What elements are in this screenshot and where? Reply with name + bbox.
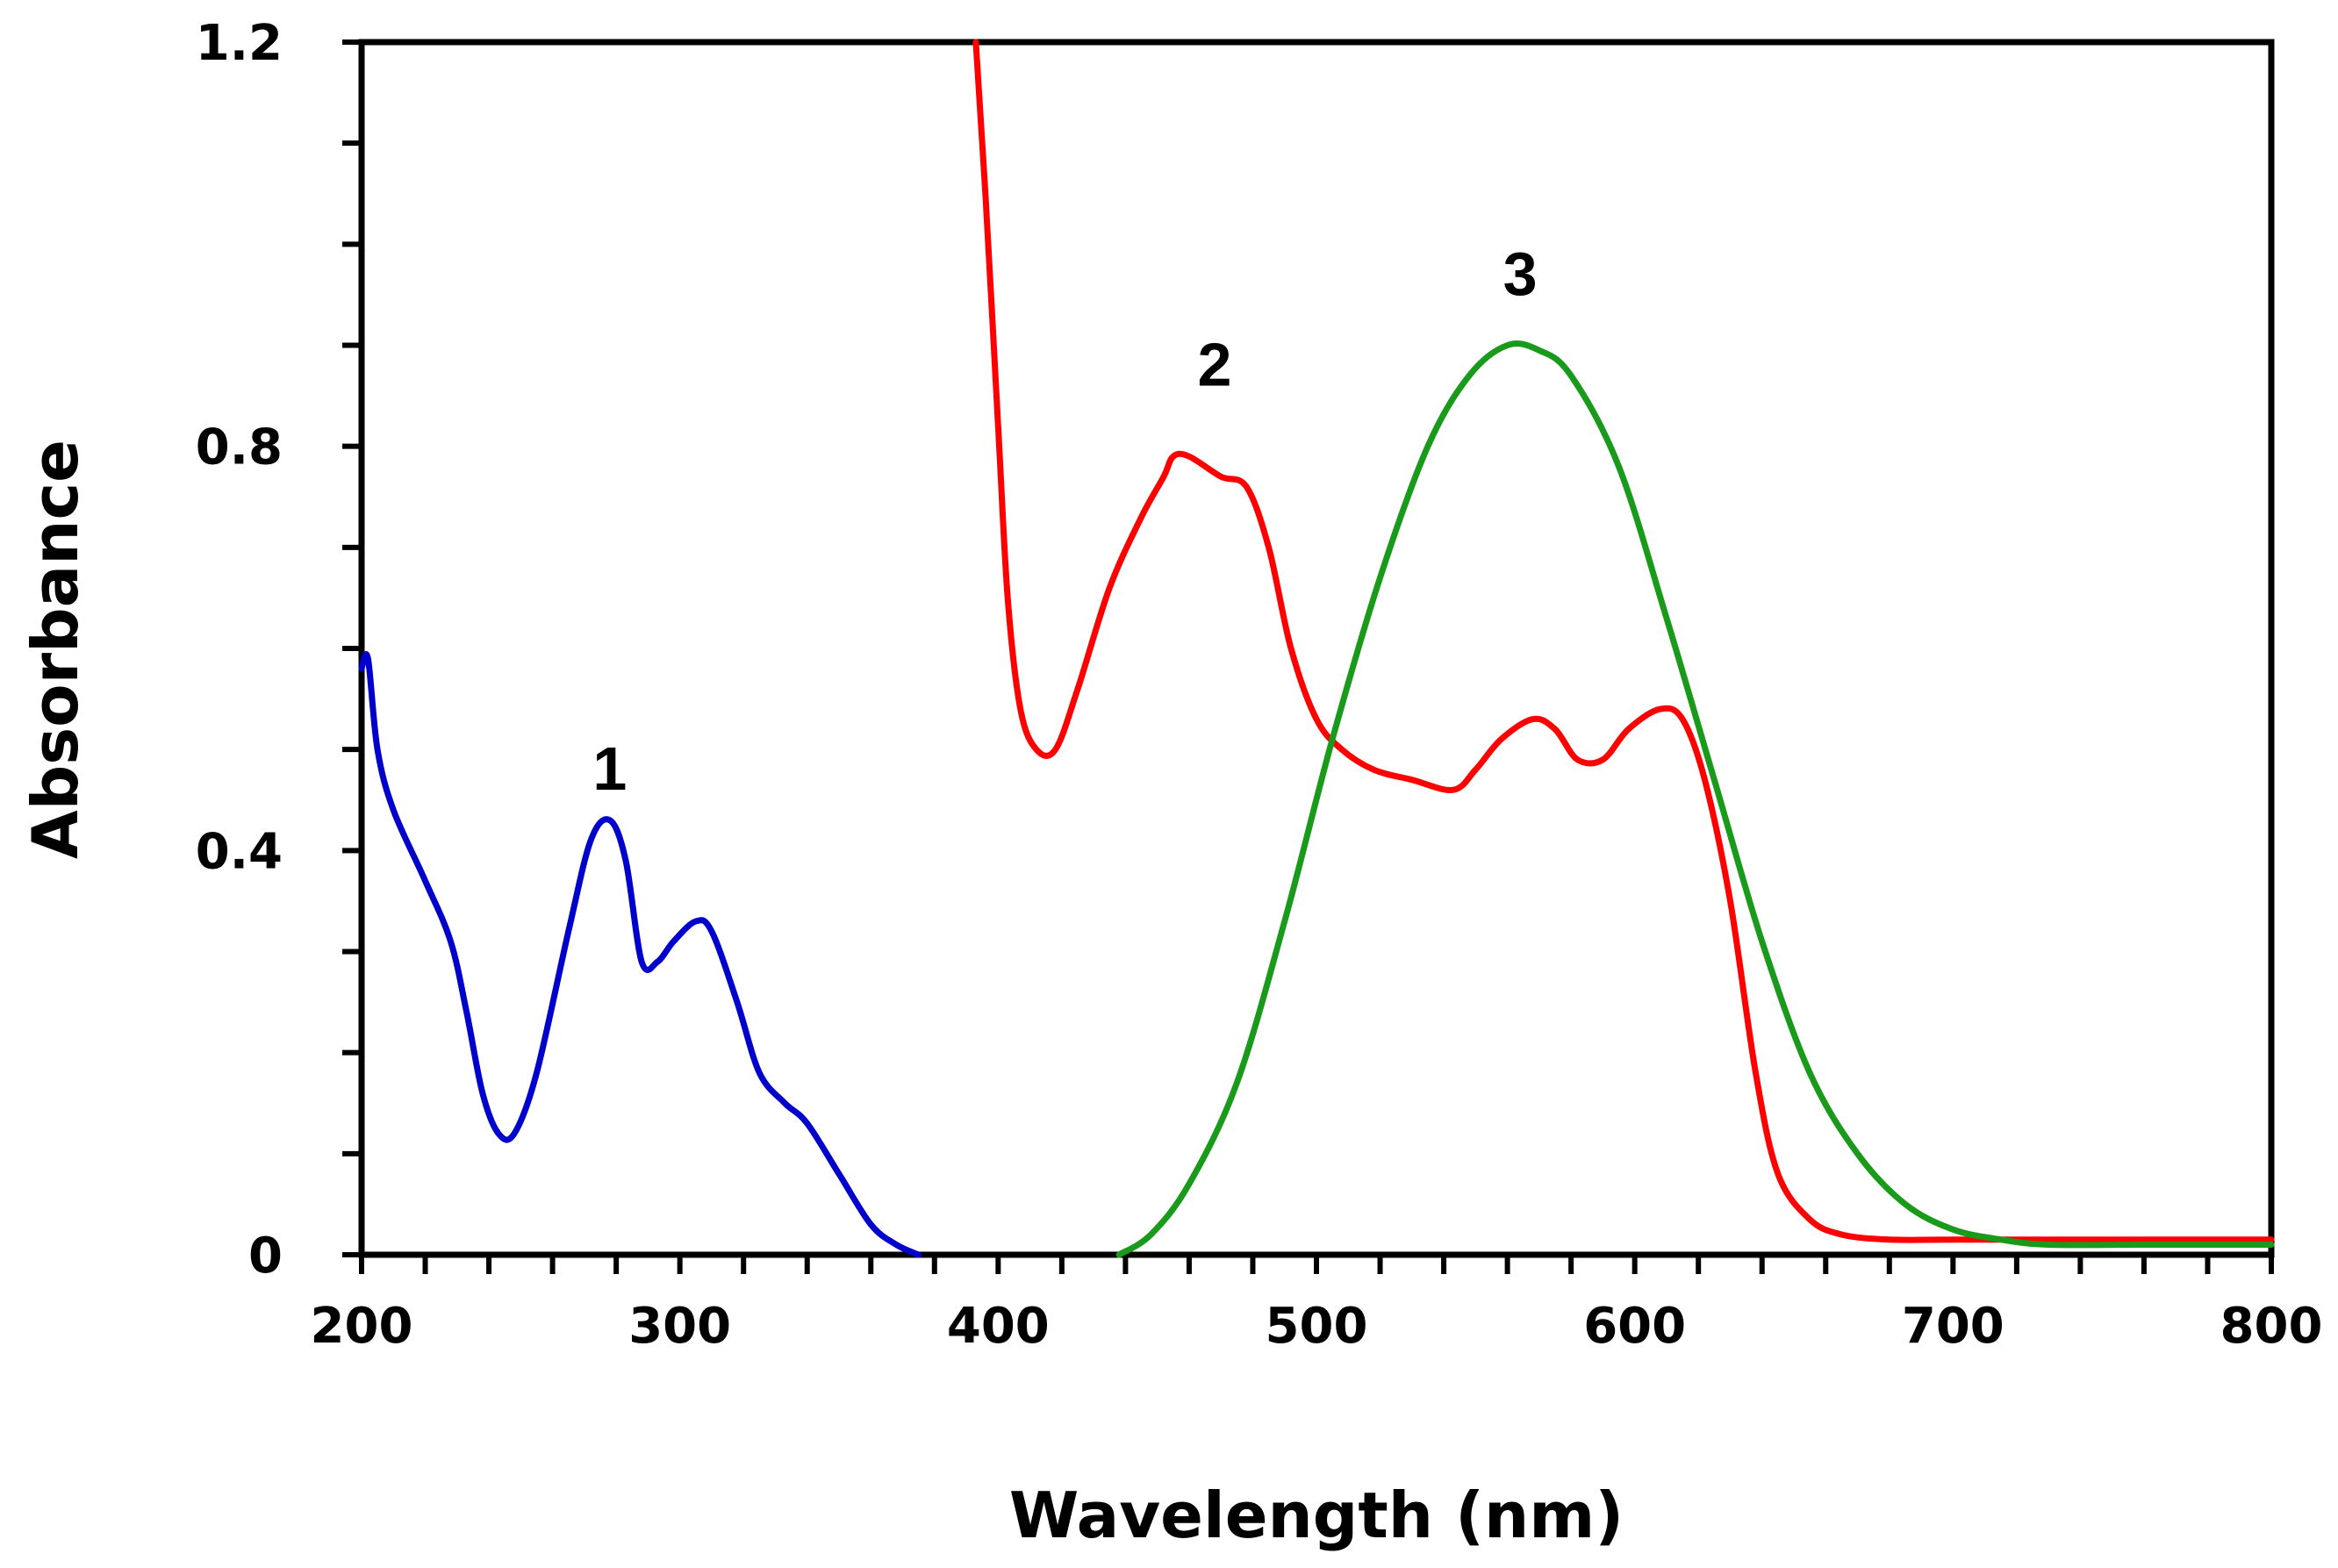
series-line-1 — [358, 651, 922, 1258]
series-line-3 — [1115, 340, 2275, 1258]
y-minor-ticks — [342, 39, 362, 1257]
x-tick-label: 700 — [1902, 1298, 2005, 1355]
x-tick-label: 200 — [311, 1298, 413, 1355]
curve-label-1: 1 — [592, 734, 627, 803]
curve-labels: 1 2 3 — [592, 240, 1537, 803]
curve-label-2: 2 — [1197, 331, 1231, 399]
x-tick-label: 600 — [1583, 1298, 1686, 1355]
curve-label-3: 3 — [1503, 240, 1538, 308]
x-tick-labels: 200 300 400 500 600 700 800 — [311, 1298, 2323, 1355]
y-axis-title: Absorbance — [18, 440, 92, 859]
y-tick-label: 0.8 — [196, 419, 283, 476]
x-tick-label: 300 — [628, 1298, 731, 1355]
y-tick-label: 1.2 — [196, 15, 283, 72]
spectra-curves — [358, 39, 2275, 1258]
y-tick-labels: 0 0.4 0.8 1.2 — [196, 15, 283, 1285]
x-axis-title: Wavelength (nm) — [1009, 1479, 1624, 1552]
x-tick-label: 800 — [2220, 1298, 2323, 1355]
series-line-2 — [972, 39, 2275, 1243]
x-tick-label: 400 — [947, 1298, 1050, 1355]
y-tick-label: 0.4 — [196, 823, 283, 880]
y-tick-label: 0 — [248, 1228, 283, 1285]
plot-frame — [358, 39, 2275, 1258]
x-tick-label: 500 — [1266, 1298, 1368, 1355]
x-minor-ticks — [359, 1255, 2274, 1274]
